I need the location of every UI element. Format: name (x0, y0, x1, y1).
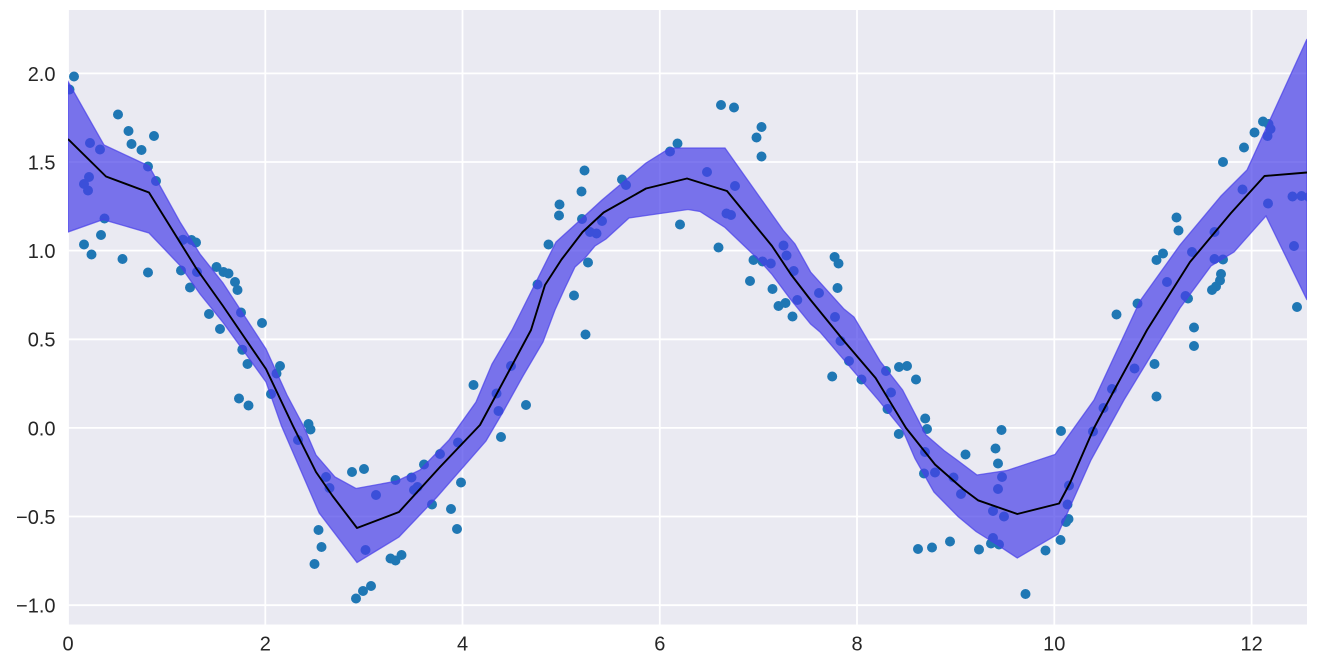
svg-text:0.5: 0.5 (28, 330, 56, 352)
svg-text:0: 0 (62, 634, 73, 656)
svg-text:10: 10 (1043, 634, 1065, 656)
svg-text:1.0: 1.0 (28, 241, 56, 263)
svg-text:6: 6 (654, 634, 665, 656)
svg-text:−1.0: −1.0 (16, 596, 55, 618)
svg-text:4: 4 (457, 634, 468, 656)
svg-text:−0.5: −0.5 (16, 507, 55, 529)
svg-text:2: 2 (260, 634, 271, 656)
svg-text:0.0: 0.0 (28, 418, 56, 440)
svg-text:12: 12 (1240, 634, 1262, 656)
svg-text:8: 8 (851, 634, 862, 656)
svg-text:1.5: 1.5 (28, 152, 56, 174)
svg-text:2.0: 2.0 (28, 64, 56, 86)
